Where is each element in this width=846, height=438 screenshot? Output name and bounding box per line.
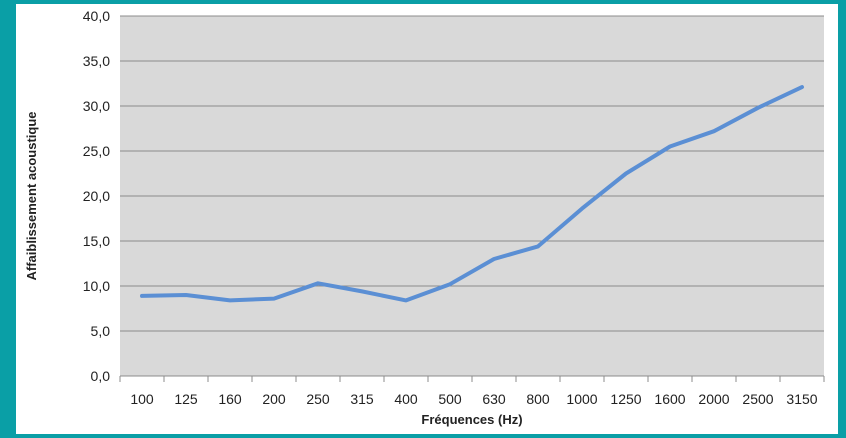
x-axis-title: Fréquences (Hz) — [421, 412, 522, 427]
x-tick-label: 200 — [262, 391, 286, 407]
y-tick-label: 20,0 — [83, 188, 110, 204]
y-tick-label: 0,0 — [91, 368, 111, 384]
y-tick-label: 5,0 — [91, 323, 111, 339]
y-axis-title: Affaiblissement acoustique — [24, 111, 39, 280]
y-tick-label: 30,0 — [83, 98, 110, 114]
chart-panel: 0,0 5,0 10,0 15,0 20,0 25,0 30,0 35,0 40,0 100 12… — [16, 4, 838, 434]
x-tick-label: 2000 — [698, 391, 729, 407]
x-tick-label: 315 — [350, 391, 374, 407]
x-tick-label: 1000 — [566, 391, 597, 407]
series-line — [140, 85, 804, 303]
x-tick-label: 400 — [394, 391, 418, 407]
x-tick-label: 1600 — [654, 391, 685, 407]
gridlines — [120, 15, 824, 332]
x-tick-labels: 100 125 160 200 250 315 400 500 630 800 1000 1250 16… — [130, 391, 817, 407]
x-tick-label: 2500 — [742, 391, 773, 407]
y-tick-label: 35,0 — [83, 53, 110, 69]
y-tick-labels: 0,0 5,0 10,0 15,0 20,0 25,0 30,0 35,0 40,0 — [83, 8, 110, 384]
x-tick-label: 500 — [438, 391, 462, 407]
line-chart: 0,0 5,0 10,0 15,0 20,0 25,0 30,0 35,0 40,0 100 12… — [24, 8, 825, 427]
x-tick-label: 100 — [130, 391, 154, 407]
x-tick-label: 630 — [482, 391, 506, 407]
x-tick-label: 1250 — [610, 391, 641, 407]
y-tick-label: 25,0 — [83, 143, 110, 159]
x-tick-label: 160 — [218, 391, 242, 407]
series — [140, 85, 804, 303]
y-tick-label: 40,0 — [83, 8, 110, 24]
x-tick-label: 125 — [174, 391, 198, 407]
axes — [119, 375, 825, 382]
y-tick-label: 10,0 — [83, 278, 110, 294]
x-tick-label: 3150 — [786, 391, 817, 407]
y-tick-label: 15,0 — [83, 233, 110, 249]
x-tick-label: 800 — [526, 391, 550, 407]
x-tick-label: 250 — [306, 391, 330, 407]
